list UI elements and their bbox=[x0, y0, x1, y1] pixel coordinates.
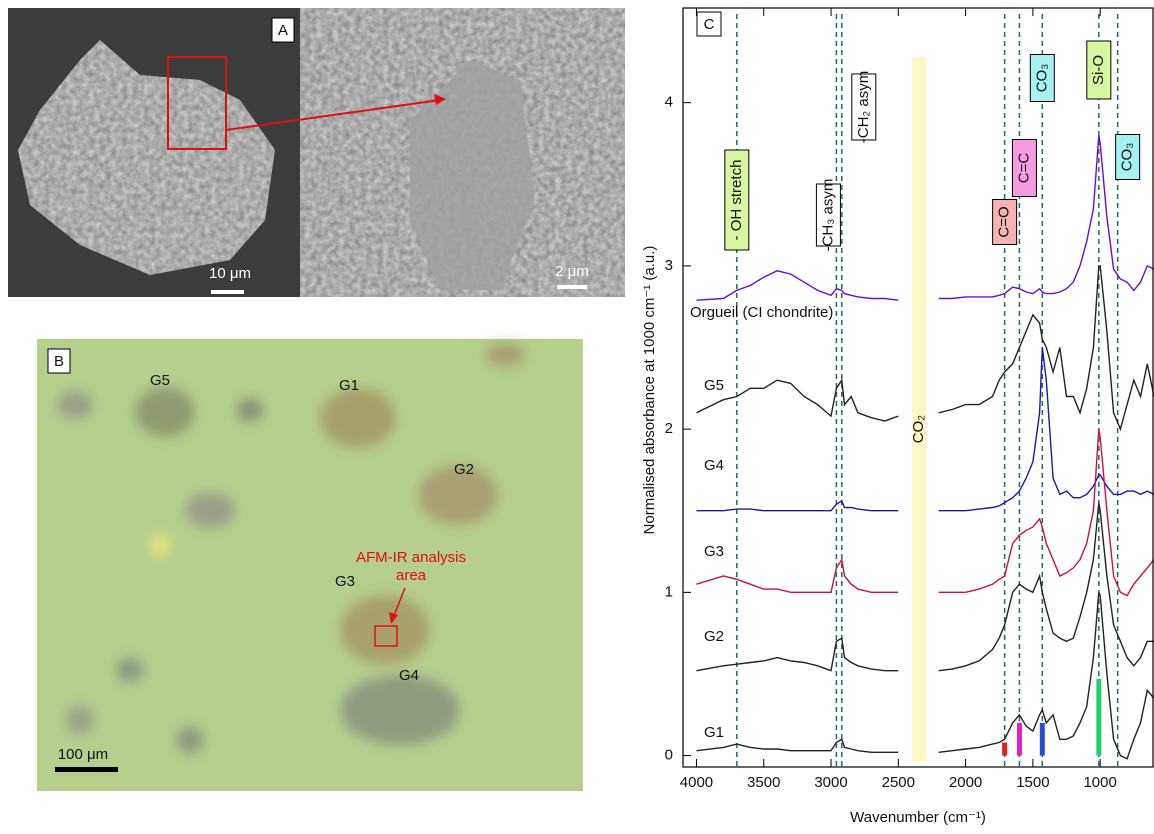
y-tick-label: 3 bbox=[665, 257, 673, 274]
grain-label: G5 bbox=[150, 372, 170, 389]
series-label: G5 bbox=[704, 377, 724, 394]
scale-bar bbox=[211, 290, 244, 294]
annotation-box bbox=[815, 183, 841, 247]
scale-bar bbox=[557, 285, 587, 289]
annotation-box bbox=[851, 73, 877, 141]
spectrum bbox=[696, 502, 1154, 672]
series-label: G2 bbox=[704, 628, 724, 645]
grain-label: G2 bbox=[454, 461, 474, 478]
x-tick-label: 3500 bbox=[747, 774, 780, 791]
micrograph bbox=[37, 339, 583, 791]
scale-label: 2 μm bbox=[555, 263, 589, 280]
annotation-box bbox=[1086, 40, 1112, 100]
annotation: CO₃ bbox=[1033, 64, 1050, 93]
grain-label: G4 bbox=[399, 667, 419, 684]
panel-letter-box bbox=[271, 17, 295, 43]
x-tick-label: 1000 bbox=[1083, 774, 1116, 791]
analysis-label: AFM-IR analysis bbox=[356, 549, 466, 566]
annotation-box bbox=[992, 199, 1018, 245]
spectrum bbox=[696, 135, 1154, 301]
plot-frame bbox=[682, 7, 1154, 768]
reference-bar bbox=[1096, 678, 1102, 756]
x-tick-label: 3000 bbox=[814, 774, 847, 791]
particle-texture bbox=[18, 40, 275, 275]
analysis-box bbox=[374, 625, 398, 647]
annotation-box bbox=[1115, 134, 1141, 180]
letter-box bbox=[696, 11, 722, 37]
scale-bar bbox=[55, 767, 118, 772]
grain-label: G3 bbox=[335, 573, 355, 590]
x-tick-label: 1500 bbox=[1016, 774, 1049, 791]
spectrum bbox=[696, 265, 1154, 432]
panel-letter: C bbox=[704, 16, 715, 33]
y-tick-label: 2 bbox=[665, 420, 673, 437]
annotation: - OH stretch bbox=[728, 160, 745, 241]
y-tick-label: 0 bbox=[665, 747, 673, 764]
panel-letter: A bbox=[278, 22, 288, 39]
series-label: G3 bbox=[704, 543, 724, 560]
annotation: Si-O bbox=[1090, 55, 1107, 85]
zoom-box bbox=[167, 56, 227, 150]
panel-letter: B bbox=[54, 353, 64, 370]
x-tick-label: 4000 bbox=[680, 774, 713, 791]
arrow-head bbox=[434, 94, 446, 105]
annotation: CO₃ bbox=[1119, 143, 1136, 172]
panel-a: A 10 μm 2 μm bbox=[8, 8, 625, 297]
series-label: G1 bbox=[704, 724, 724, 741]
y-tick-label: 4 bbox=[665, 94, 673, 111]
x-axis-title: Wavenumber (cm⁻¹) bbox=[850, 809, 986, 826]
band-label: CO₂ bbox=[910, 415, 927, 444]
co2-band bbox=[911, 56, 927, 762]
analysis-label: area bbox=[396, 567, 427, 584]
annotation: C=O bbox=[996, 206, 1013, 237]
analysis-arrow bbox=[392, 587, 406, 619]
y-axis-title: Normalised absorbance at 1000 cm⁻¹ (a.u.… bbox=[641, 246, 658, 535]
annotation: C=C bbox=[1015, 153, 1032, 184]
spectrum bbox=[696, 347, 1154, 512]
panel-b: B G5 G1 G2 G3 G4 AFM-IR analysis area 10… bbox=[37, 339, 583, 791]
x-tick-label: 2000 bbox=[949, 774, 982, 791]
panel-letter-box bbox=[47, 348, 71, 374]
x-tick-label: 2500 bbox=[882, 774, 915, 791]
annotation: -CH₃ asym bbox=[819, 179, 836, 252]
spectrum bbox=[696, 592, 1154, 760]
scale-label: 100 μm bbox=[58, 746, 108, 763]
grain-label: G1 bbox=[339, 377, 359, 394]
reference-bar bbox=[1002, 742, 1008, 756]
zoom-arrow bbox=[225, 99, 441, 131]
annotation: -CH₂ asym bbox=[855, 71, 872, 144]
panel-c: Normalised absorbance at 1000 cm⁻¹ (a.u.… bbox=[641, 7, 1154, 826]
annotation-box bbox=[724, 149, 750, 251]
grain-blobs bbox=[57, 343, 525, 754]
annotation-box bbox=[1029, 54, 1055, 102]
arrow-head bbox=[389, 612, 398, 624]
reference-bar bbox=[1039, 722, 1045, 756]
reference-bar bbox=[1016, 722, 1022, 756]
y-tick-label: 1 bbox=[665, 583, 673, 600]
annotation-box bbox=[1011, 139, 1037, 197]
flat-grain bbox=[410, 60, 535, 290]
scale-label: 10 μm bbox=[209, 265, 251, 282]
spectrum bbox=[696, 428, 1154, 597]
series-label: Orgueil (CI chondrite) bbox=[690, 304, 833, 321]
series-label: G4 bbox=[704, 457, 724, 474]
